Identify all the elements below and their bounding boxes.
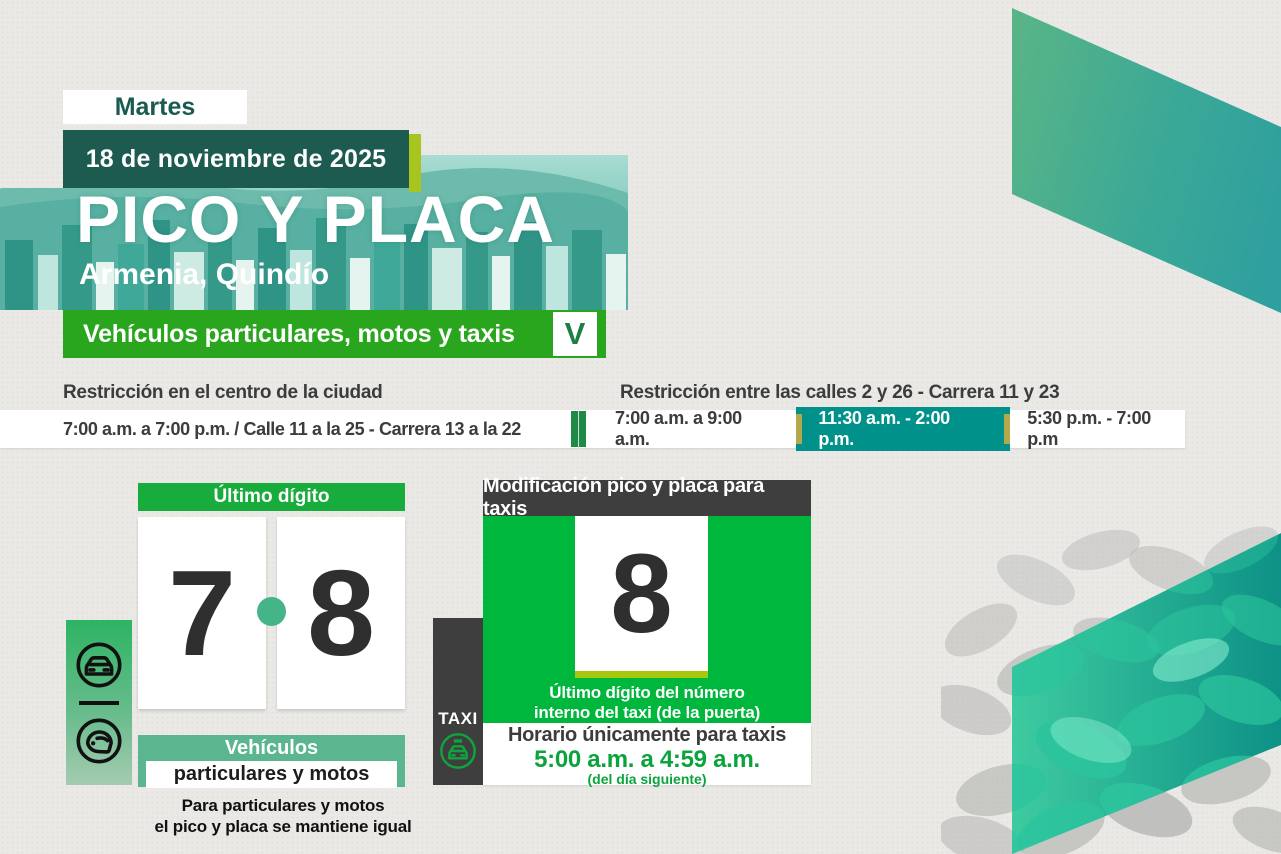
slot-midday-highlighted: 11:30 a.m. - 2:00 p.m. xyxy=(796,407,1011,451)
icon-divider xyxy=(79,700,119,705)
restriction-center-detail: 7:00 a.m. a 7:00 p.m. / Calle 11 a la 25… xyxy=(63,418,521,439)
slot-evening: 5:30 p.m. - 7:00 p.m xyxy=(1027,408,1151,449)
page-title: PICO Y PLACA xyxy=(76,182,555,256)
decorative-leaves-bottom-right xyxy=(941,516,1281,854)
taxi-caption-line2: interno del taxi (de la puerta) xyxy=(533,703,761,722)
taxi-digit: 8 xyxy=(610,531,673,656)
digit-box-left: 7 xyxy=(138,517,266,709)
taxi-label: TAXI xyxy=(438,709,478,728)
slot-midday-label: 11:30 a.m. - 2:00 p.m. xyxy=(818,408,950,449)
digits-card-footer: Vehículos particulares y motos xyxy=(138,735,405,788)
restriction-center-title: Restricción en el centro de la ciudad xyxy=(63,382,383,403)
restriction-streets-band: 7:00 a.m. a 9:00 a.m. 11:30 a.m. - 2:00 … xyxy=(579,407,1185,451)
scope-bar: Vehículos particulares, motos y taxis V xyxy=(63,310,606,358)
digits-card-header: Último dígito xyxy=(138,483,405,511)
digit-right: 8 xyxy=(307,545,375,681)
green-accent-bar xyxy=(571,411,578,447)
digits-footer-detail: particulares y motos xyxy=(146,761,397,788)
date-badge: 18 de noviembre de 2025 xyxy=(63,130,409,188)
taxi-schedule-time: 5:00 a.m. a 4:59 a.m. xyxy=(534,746,760,773)
restriction-streets-title: Restricción entre las calles 2 y 26 - Ca… xyxy=(620,382,1060,403)
taxi-card-header: Modificación pico y placa para taxis xyxy=(483,475,811,520)
taxi-digit-box: 8 xyxy=(575,516,708,671)
taxi-caption-line1: Último dígito del número xyxy=(549,683,745,702)
restriction-center-band: 7:00 a.m. a 7:00 p.m. / Calle 11 a la 25… xyxy=(0,410,578,448)
v-logo: V xyxy=(553,312,597,356)
decorative-ribbon-top-right xyxy=(1012,8,1281,313)
taxi-schedule-note: (del día siguiente) xyxy=(587,771,707,787)
day-badge: Martes xyxy=(63,90,247,124)
digit-left: 7 xyxy=(168,545,236,681)
digit-separator-dot xyxy=(257,597,286,626)
motorcycle-helmet-icon xyxy=(76,718,122,763)
slot-morning: 7:00 a.m. a 9:00 a.m. xyxy=(615,408,742,449)
digits-footer-title: Vehículos xyxy=(224,737,319,759)
page-subtitle: Armenia, Quindío xyxy=(79,258,330,291)
footnote-line1: Para particulares y motos xyxy=(181,796,385,815)
date-lime-accent-bar xyxy=(409,134,421,192)
v-logo-letter: V xyxy=(564,316,586,351)
footnote-line2: el pico y placa se mantiene igual xyxy=(154,817,412,836)
taxi-side-bar: TAXI xyxy=(433,618,483,785)
car-icon xyxy=(76,642,122,687)
taxi-card-footer: Horario únicamente para taxis 5:00 a.m. … xyxy=(483,723,811,787)
footnote: Para particulares y motos el pico y plac… xyxy=(108,795,458,837)
vehicle-icons-bar xyxy=(66,620,132,785)
lime-underline-bar xyxy=(575,671,708,678)
taxi-digit-caption: Último dígito del número interno del tax… xyxy=(483,683,811,723)
taxi-icon xyxy=(440,733,476,769)
green-accent-bar xyxy=(579,411,586,447)
taxi-schedule-title: Horario únicamente para taxis xyxy=(507,724,787,746)
taxi-card-body: 8 Último dígito del número interno del t… xyxy=(483,516,811,723)
scope-label: Vehículos particulares, motos y taxis xyxy=(83,319,515,348)
digit-box-right: 8 xyxy=(277,517,405,709)
background-notch xyxy=(0,155,63,188)
